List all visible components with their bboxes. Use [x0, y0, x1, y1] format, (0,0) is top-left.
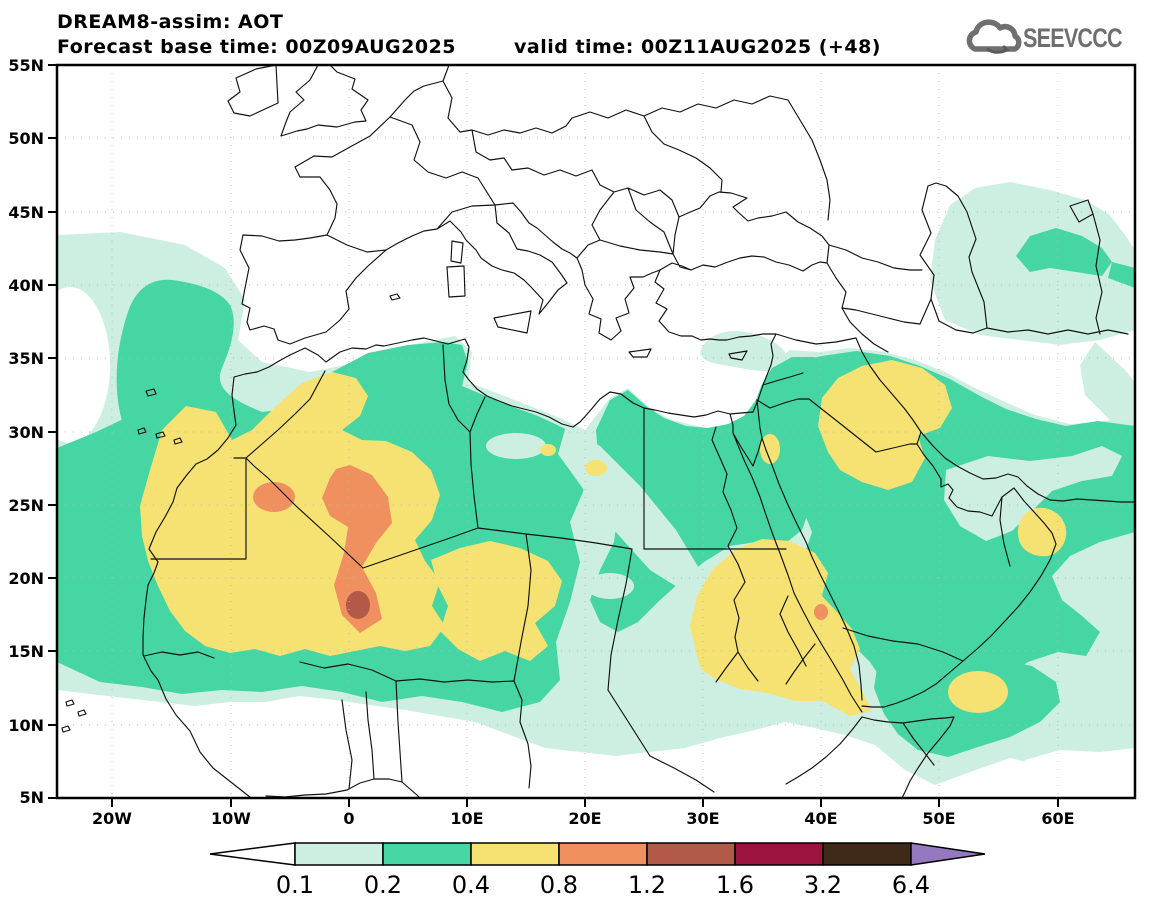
contour-yellow-sinai: [760, 434, 780, 464]
cloud-logo-icon: [967, 19, 1022, 54]
contour-yellow-iraq-saudi: [818, 360, 952, 490]
white-hole-atlantic: [57, 287, 110, 443]
borders-sahara: [150, 344, 787, 691]
colorbar: 0.1 0.2 0.4 0.8 1.2 1.6 3.2 6.4: [209, 842, 986, 899]
contour-orange-west-algeria: [253, 482, 295, 512]
borders-east-africa: [779, 595, 935, 785]
contour-teal-atlantic-plume: [116, 279, 262, 432]
islands-atlantic: [61, 388, 183, 733]
plot-subtitle: Forecast base time: 00Z09AUG2025 valid ti…: [57, 35, 881, 60]
coastline-iran-south: [920, 431, 1135, 503]
coastline-red-sea: [729, 399, 863, 713]
lat-tick-label: 45N: [8, 203, 44, 222]
contour-yellow-sudan: [690, 539, 872, 716]
lat-tick-label: 5N: [19, 788, 44, 807]
contour-cyan-spot-1: [486, 433, 546, 459]
coastline-britain: [280, 65, 369, 137]
lon-tick-label: 10W: [211, 809, 251, 828]
coastline-europe-mainland: [239, 65, 777, 413]
lat-tick-label: 10N: [8, 716, 44, 735]
lon-tick-label: 30E: [686, 809, 719, 828]
coastline-ireland: [227, 65, 279, 117]
contour-orange-mali-algeria: [322, 465, 392, 633]
borders-caucasus-iran: [775, 213, 1129, 433]
colorbar-level-label: 3.2: [804, 871, 842, 899]
lat-tick-label: 50N: [8, 129, 44, 148]
lon-tick-label: 0: [343, 809, 354, 828]
borders-arabia-levant: [756, 372, 1011, 662]
coastline-islands: [389, 240, 748, 361]
coastline-west-africa: [142, 360, 421, 798]
coastline-horn-of-africa: [861, 716, 955, 798]
colorbar-level-label: 0.2: [364, 871, 402, 899]
contour-fills: [57, 182, 1135, 798]
colorbar-segment: [470, 842, 560, 866]
colorbar-level-label: 0.1: [276, 871, 314, 899]
lat-tick-label: 30N: [8, 423, 44, 442]
colorbar-level-label: 0.8: [540, 871, 578, 899]
coastline-arabia: [861, 431, 1057, 708]
lon-tick-label: 60E: [1041, 809, 1074, 828]
lat-tick-label: 40N: [8, 276, 44, 295]
longitude-axis: 20W 10W 0 10E 20E 30E 40E 50E 60E: [92, 798, 1075, 828]
coastline-black-sea: [659, 191, 830, 272]
contour-yellow-spot-sirte: [540, 444, 556, 456]
valid-time-label: valid time: 00Z11AUG2025 (+48): [514, 36, 881, 58]
lat-tick-label: 35N: [8, 349, 44, 368]
borders-sahel: [143, 651, 715, 793]
contour-yellow-oman: [1018, 507, 1067, 557]
coastline-north-africa: [278, 337, 754, 428]
latitude-axis: 55N 50N 45N 40N 35N 30N 25N 20N 15N 10N …: [8, 56, 57, 807]
contour-cyan-spot-2: [586, 573, 634, 599]
seevccc-logo: SEEVCCC: [961, 16, 1147, 60]
colorbar-level-label: 1.2: [628, 871, 666, 899]
contour-yellow-niger-chad: [431, 541, 562, 661]
contour-teal-caspian: [1016, 228, 1112, 276]
colorbar-segment: [822, 842, 912, 866]
white-hole-bottom-right: [1000, 748, 1135, 798]
lat-tick-label: 55N: [8, 56, 44, 75]
borders-europe: [326, 80, 831, 259]
colorbar-under-arrow: [209, 842, 296, 866]
contour-orange-red-sea: [814, 604, 828, 620]
colorbar-level-label: 6.4: [892, 871, 930, 899]
lon-tick-label: 20W: [92, 809, 132, 828]
contour-yellow-somalia: [948, 671, 1008, 713]
colorbar-over-arrow: [910, 842, 986, 866]
contour-teal-caspian-arm: [1108, 262, 1135, 288]
colorbar-segment: [734, 842, 824, 866]
base-time-label: Forecast base time: 00Z09AUG2025: [57, 36, 457, 58]
lat-tick-label: 25N: [8, 496, 44, 515]
colorbar-segment: [294, 842, 384, 866]
lon-tick-label: 20E: [568, 809, 601, 828]
coastlines-and-borders: [61, 65, 1135, 798]
lon-tick-label: 10E: [450, 809, 483, 828]
lon-tick-label: 50E: [922, 809, 955, 828]
plot-header: DREAM8-assim: AOT Forecast base time: 00…: [57, 10, 881, 60]
colorbar-level-label: 1.6: [716, 871, 754, 899]
lat-tick-label: 20N: [8, 569, 44, 588]
contour-yellow-spot-libya: [585, 460, 607, 476]
colorbar-level-label: 0.4: [452, 871, 490, 899]
river-nile: [711, 426, 759, 683]
colorbar-segment: [646, 842, 736, 866]
lon-tick-label: 40E: [804, 809, 837, 828]
contour-cyan-iran-arm: [1080, 342, 1135, 420]
logo-text: SEEVCCC: [1023, 22, 1123, 53]
lat-tick-label: 15N: [8, 642, 44, 661]
contour-cyan-persian-gulf: [944, 446, 1122, 541]
colorbar-segment: [558, 842, 648, 866]
colorbar-segment: [382, 842, 472, 866]
contour-red-core-mali: [346, 591, 370, 619]
plot-title: DREAM8-assim: AOT: [57, 11, 284, 33]
